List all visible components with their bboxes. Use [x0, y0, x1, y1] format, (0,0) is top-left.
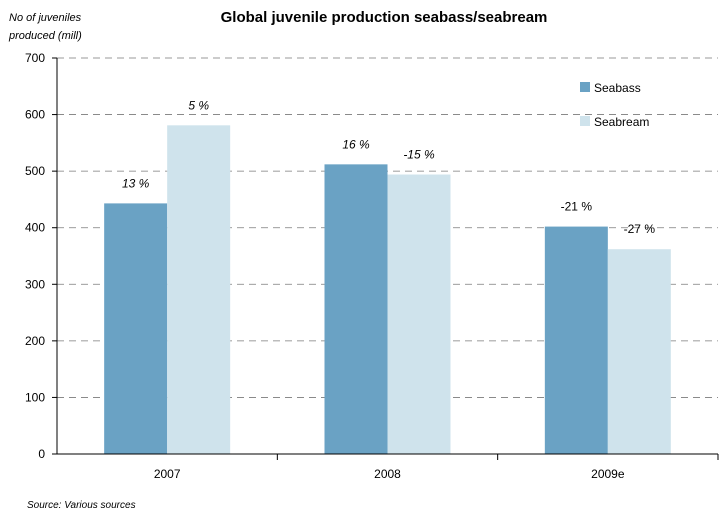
- data-label-seabass-2008: 16 %: [342, 137, 370, 151]
- y-tick-label: 500: [25, 164, 45, 178]
- y-tick-label: 300: [25, 277, 45, 291]
- x-tick-label-2008: 2008: [374, 467, 401, 481]
- data-label-seabass-2007: 13 %: [122, 176, 150, 190]
- bar-seabass-2007: [104, 203, 168, 454]
- source-note: Source: Various sources: [27, 500, 136, 511]
- x-tick-label-2009e: 2009e: [591, 467, 625, 481]
- bar-seabass-2008: [324, 164, 388, 454]
- x-tick-label-2007: 2007: [154, 467, 181, 481]
- y-tick-label: 200: [25, 334, 45, 348]
- legend-label-seabass: Seabass: [594, 81, 641, 95]
- data-label-seabream-2007: 5 %: [188, 98, 209, 112]
- bar-seabream-2009e: [607, 249, 671, 454]
- bars: [104, 125, 671, 454]
- y-tick-label: 400: [25, 221, 45, 235]
- legend-swatch-seabream: [580, 116, 590, 126]
- bar-seabream-2007: [167, 125, 231, 454]
- data-label-seabream-2008: -15 %: [403, 148, 435, 162]
- data-labels: 13 % 5 % 16 % -15 % -21 % -27 %: [122, 98, 655, 236]
- axes: 0 100 200 300 400 500 600 700 2007 2008 2009e: [25, 51, 719, 481]
- y-tick-label: 0: [38, 447, 45, 461]
- legend-swatch-seabass: [580, 82, 590, 92]
- data-label-seabass-2009e: -21 %: [561, 200, 593, 214]
- y-axis-label-line-2: produced (mill): [8, 30, 82, 42]
- legend-label-seabream: Seabream: [594, 115, 649, 129]
- data-label-seabream-2009e: -27 %: [624, 222, 656, 236]
- y-axis-label-line-1: No of juveniles: [9, 12, 82, 24]
- y-tick-label: 700: [25, 51, 45, 65]
- chart-title: Global juvenile production seabass/seabr…: [221, 9, 548, 26]
- bar-seabass-2009e: [544, 226, 608, 454]
- bar-seabream-2008: [387, 174, 451, 454]
- legend: Seabass Seabream: [580, 81, 649, 129]
- y-tick-label: 600: [25, 108, 45, 122]
- y-tick-label: 100: [25, 390, 45, 404]
